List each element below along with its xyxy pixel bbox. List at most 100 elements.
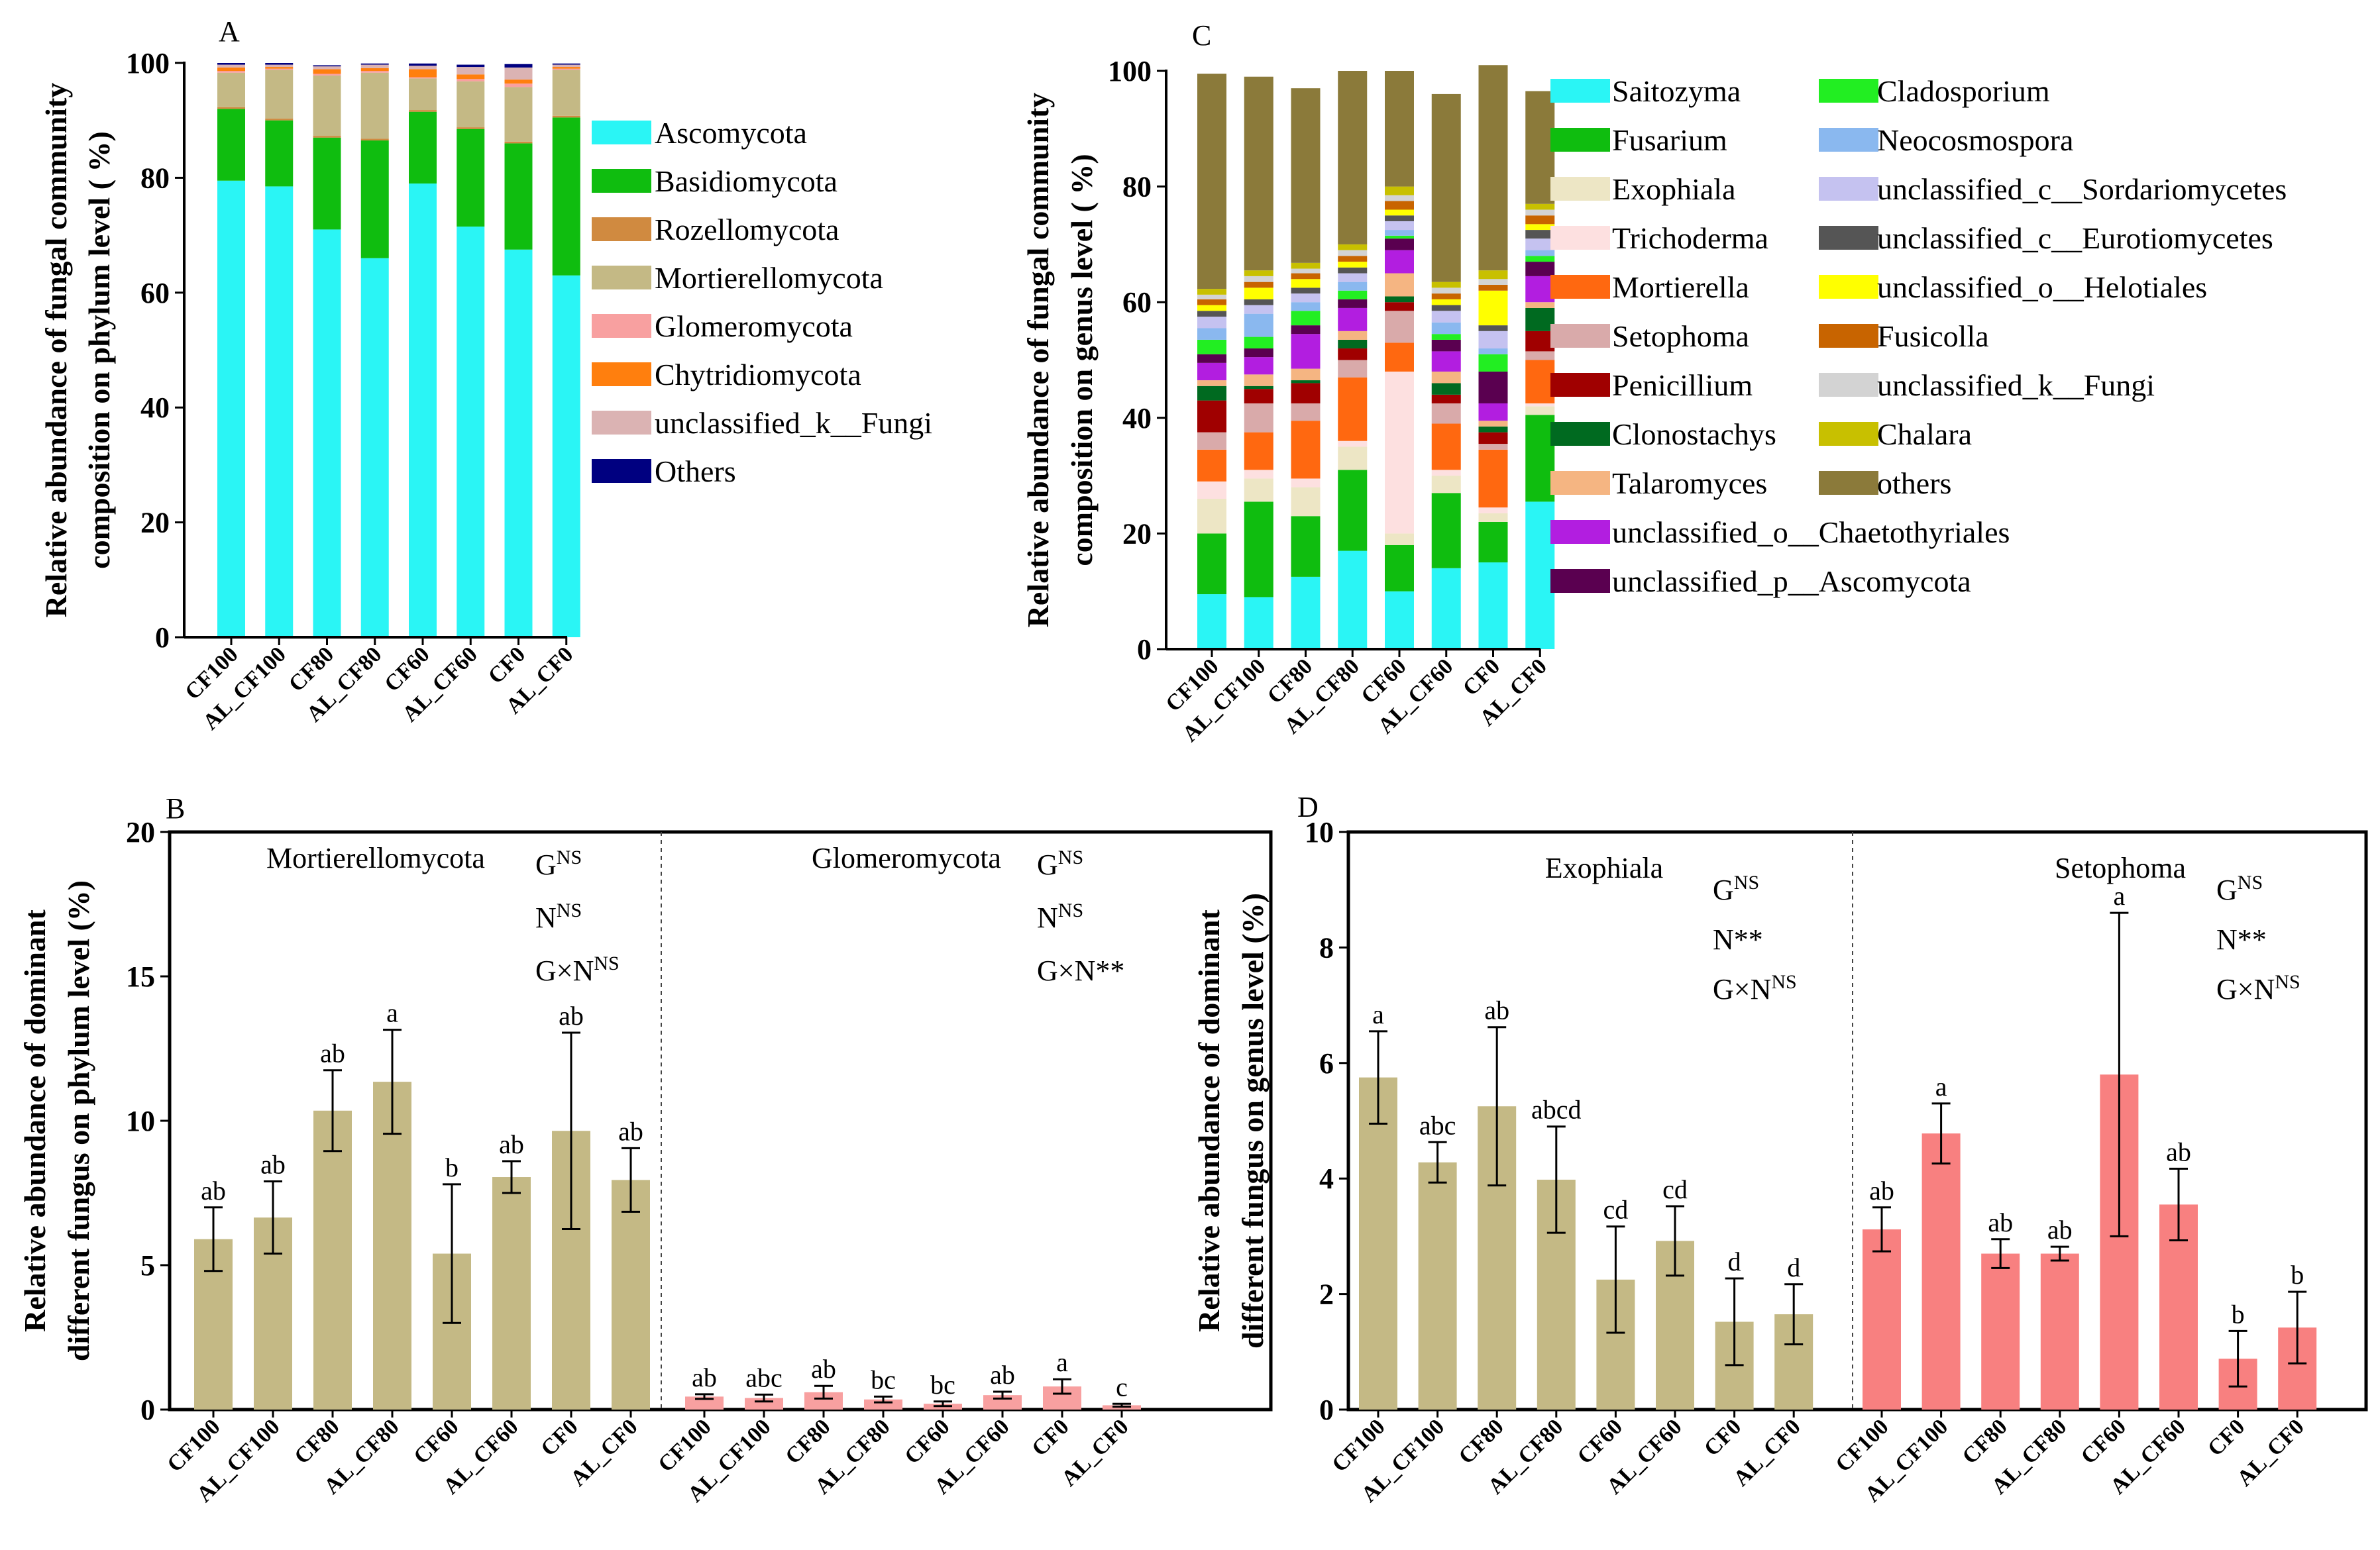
bar-unclassified-o-chaetothyriales-cf60	[1385, 250, 1414, 274]
legend-label-chytridiomycota: Chytridiomycota	[655, 358, 861, 391]
bar-unclassified-k-fungi-cf60	[1385, 195, 1414, 201]
y-axis-label-line1: Relative abundance of dominant	[18, 909, 52, 1331]
significance-sup: NS	[1058, 847, 1083, 868]
bar-unclassified-c-sordariomycetes-al-cf80	[1338, 273, 1368, 282]
bar-mortierella-cf0	[1478, 449, 1508, 508]
significance-sup: NS	[557, 847, 582, 868]
legend-label-unclassified-c-sordariomycetes: unclassified_c__Sordariomycetes	[1877, 172, 2287, 206]
bar-others-cf0	[504, 64, 533, 68]
legend-label-unclassified-k-fungi: unclassified_k__Fungi	[655, 406, 932, 440]
y-axis-label-line1: Relative abundance of dominant	[1192, 909, 1226, 1331]
significance-g-n: G×NNS	[2216, 971, 2300, 1006]
bar-ascomycota-cf80	[313, 229, 341, 637]
y-tick-label: 100	[126, 47, 170, 79]
x-tick-label: CF60	[1573, 1414, 1627, 1469]
bar-ascomycota-al-cf60	[457, 227, 485, 638]
bar-talaromyces-cf0	[1478, 421, 1508, 427]
bar-neocosmospora-cf60	[1385, 230, 1414, 236]
bar-fusicolla-cf80	[1291, 273, 1321, 280]
significance-letter: a	[386, 998, 398, 1028]
bar-unclassified-o-chaetothyriales-al-cf100	[1244, 357, 1273, 375]
bar-unclassified-o-helotiales-cf100	[1197, 305, 1226, 311]
legend-swatch-penicillium	[1550, 373, 1610, 397]
bar-neocosmospora-al-cf60	[1431, 322, 1461, 335]
bar-setophoma-cf60	[1385, 311, 1414, 343]
bar-others-al-cf60	[457, 64, 485, 68]
bar-unclassified-c-eurotiomycetes-cf80	[1291, 287, 1321, 294]
significance-factor: N	[1713, 923, 1734, 956]
significance-letter: a	[2114, 881, 2126, 911]
y-tick-label: 100	[1108, 55, 1152, 87]
y-tick-label: 20	[126, 816, 155, 849]
bar-mortierella-al-cf60	[1431, 423, 1461, 470]
bar-trichoderma-cf80	[1291, 478, 1321, 488]
bar-setophoma-al-cf0	[1525, 351, 1555, 360]
significance-letter: ab	[811, 1354, 836, 1384]
bar-unclassified-k-fungi-cf80	[1291, 268, 1321, 274]
bar-others-al-cf60	[1431, 93, 1461, 282]
bar-glomeromycota-al-cf60	[983, 1395, 1022, 1410]
bar-setophoma-al-cf80	[2040, 1253, 2079, 1410]
bar-unclassified-o-helotiales-cf0	[1478, 290, 1508, 326]
bar-talaromyces-cf60	[1385, 273, 1414, 297]
significance-sup: NS	[2238, 872, 2263, 894]
bar-setophoma-cf80	[1981, 1253, 2020, 1410]
bar-unclassified-c-eurotiomycetes-al-cf100	[1244, 299, 1273, 305]
bar-neocosmospora-cf80	[1291, 302, 1321, 311]
bar-mortierellomycota-al-cf0	[552, 70, 580, 116]
panel-letter-b: B	[166, 792, 185, 825]
y-axis-label: Relative abundance of fungal community co…	[39, 83, 116, 618]
significance-factor: G×N	[2216, 973, 2275, 1006]
x-tick-label: CF60	[409, 1414, 463, 1469]
bar-neocosmospora-cf100	[1197, 328, 1226, 340]
bar-unclassified-c-sordariomycetes-al-cf0	[1525, 238, 1555, 250]
significance-letter: d	[1728, 1247, 1741, 1276]
y-axis-label-line1: Relative abundance of fungal community	[39, 83, 73, 618]
bar-fusicolla-al-cf0	[1525, 215, 1555, 225]
bar-glomeromycota-cf100	[685, 1396, 724, 1410]
bar-unclassified-c-eurotiomycetes-al-cf80	[1338, 267, 1368, 274]
bar-setophoma-cf100	[1197, 432, 1226, 450]
plot-frame	[1346, 830, 2368, 1412]
bar-exophiala-cf80	[1291, 487, 1321, 517]
bar-neocosmospora-al-cf100	[1244, 313, 1273, 337]
bar-unclassified-o-chaetothyriales-cf100	[1197, 362, 1226, 381]
significance-factor: N	[1037, 902, 1058, 934]
bar-penicillium-al-cf0	[1525, 331, 1555, 352]
bar-trichoderma-al-cf0	[1525, 403, 1555, 407]
bar-neocosmospora-al-cf0	[1525, 250, 1555, 256]
legend-label-mortierellomycota: Mortierellomycota	[655, 261, 883, 295]
significance-g-n: G×NNS	[535, 953, 620, 987]
significance-letter: ab	[260, 1150, 286, 1180]
bar-penicillium-al-cf100	[1244, 389, 1273, 403]
panel-a: A Relative abundance of fungal community c…	[39, 15, 932, 735]
bar-mortierella-cf100	[1197, 449, 1226, 482]
significance-stars: **	[1095, 955, 1124, 987]
significance-letter: bc	[871, 1365, 896, 1394]
bar-unclassified-p-ascomycota-cf100	[1197, 354, 1226, 363]
bar-glomeromycota-al-cf80	[864, 1399, 902, 1410]
legend-label-mortierella: Mortierella	[1612, 270, 1749, 304]
bar-fusarium-cf80	[1291, 516, 1321, 577]
bar-fusicolla-cf100	[1197, 299, 1226, 305]
bar-glomeromycota-cf80	[313, 74, 341, 76]
significance-g: GNS	[2216, 872, 2263, 906]
y-tick-label: 80	[140, 162, 170, 194]
bar-exophiala-cf60	[1385, 533, 1414, 545]
significance-g: GNS	[535, 847, 582, 881]
y-tick-label: 60	[140, 277, 170, 309]
significance-g-n: G×N**	[1037, 955, 1124, 987]
significance-letter: ab	[320, 1039, 345, 1068]
bar-glomeromycota-cf60	[409, 77, 437, 79]
bar-talaromyces-cf100	[1197, 380, 1226, 386]
bar-penicillium-al-cf60	[1431, 394, 1461, 403]
bar-unclassified-c-sordariomycetes-cf100	[1197, 317, 1226, 329]
bar-unclassified-c-sordariomycetes-cf80	[1291, 293, 1321, 303]
bar-saitozyma-al-cf60	[1431, 568, 1461, 649]
x-tick-label: AL_CF0	[2232, 1414, 2309, 1491]
group-title-exophiala: Exophiala	[1545, 852, 1663, 884]
x-tick-label: CF60	[2077, 1414, 2131, 1469]
significance-letter: ab	[2047, 1215, 2073, 1245]
significance-n: N**	[1713, 923, 1763, 956]
significance-n: NNS	[535, 900, 582, 934]
